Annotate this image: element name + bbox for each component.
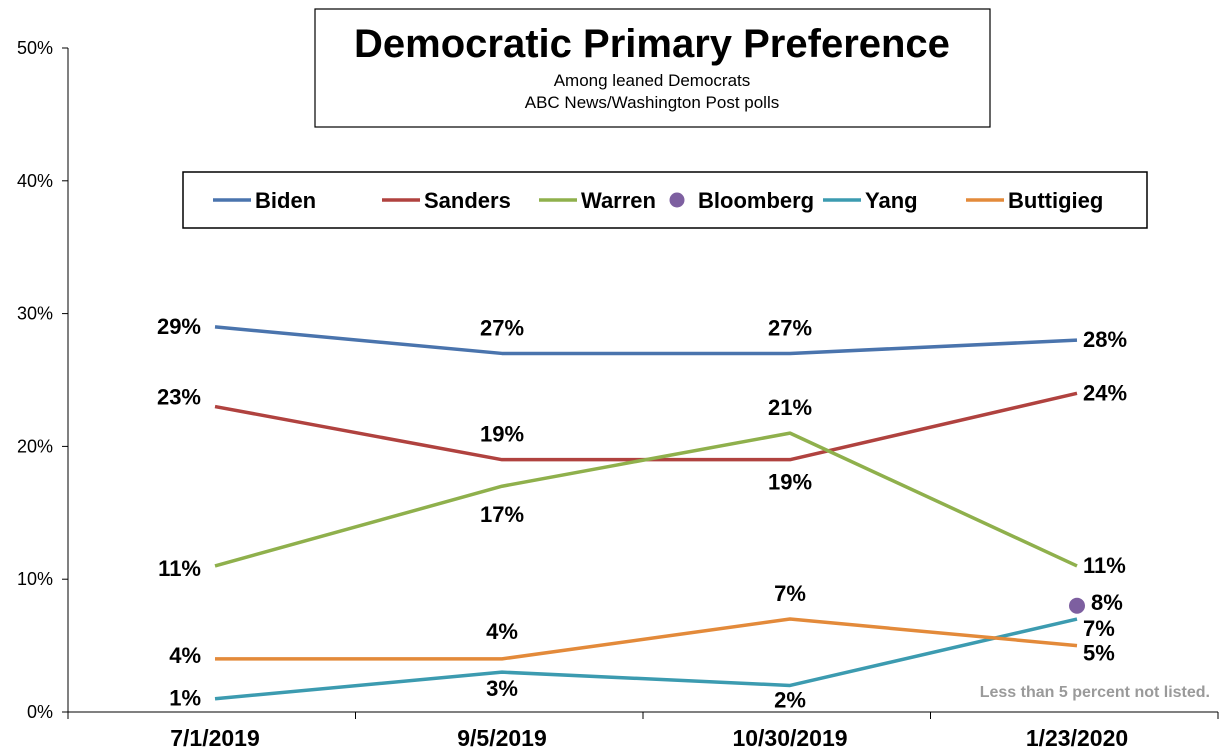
biden-data-label: 29% bbox=[157, 314, 201, 339]
bloomberg-marker bbox=[1069, 597, 1085, 614]
y-tick-label: 0% bbox=[27, 702, 53, 722]
y-tick-label: 50% bbox=[17, 38, 53, 58]
y-tick-label: 10% bbox=[17, 569, 53, 589]
series-lines bbox=[214, 325, 1085, 701]
data-labels: 29% 27% 27% 28% 23% 19% 19% 24% 11% 17% 21% 11% 8% 1%… bbox=[157, 314, 1127, 713]
legend-label-buttigieg: Buttigieg bbox=[1008, 188, 1103, 213]
legend-label-biden: Biden bbox=[255, 188, 316, 213]
bloomberg-data-label: 8% bbox=[1091, 590, 1123, 615]
buttigieg-line bbox=[215, 617, 1078, 661]
yang-data-label: 2% bbox=[774, 687, 806, 712]
yang-data-label: 1% bbox=[169, 686, 201, 711]
footnote: Less than 5 percent not listed. bbox=[980, 684, 1210, 701]
x-tick-label: 1/23/2020 bbox=[1026, 725, 1128, 751]
x-tick-label: 7/1/2019 bbox=[170, 725, 260, 751]
x-tick-label: 10/30/2019 bbox=[732, 725, 847, 751]
biden-line bbox=[214, 325, 1078, 356]
buttigieg-data-label: 7% bbox=[774, 581, 806, 606]
warren-data-label: 11% bbox=[1083, 553, 1126, 578]
legend-label-yang: Yang bbox=[865, 188, 918, 213]
legend: Biden Sanders Warren Bloomberg Yang Buttigieg bbox=[182, 171, 1148, 229]
sanders-data-label: 19% bbox=[480, 422, 524, 447]
legend-marker-bloomberg bbox=[669, 192, 685, 208]
warren-data-label: 17% bbox=[480, 502, 524, 527]
legend-label-sanders: Sanders bbox=[424, 188, 511, 213]
chart-subtitle-line-1: Among leaned Democrats bbox=[554, 71, 751, 90]
legend-label-bloomberg: Bloomberg bbox=[698, 188, 814, 213]
warren-data-label: 11% bbox=[158, 556, 201, 581]
x-tick-label: 9/5/2019 bbox=[457, 725, 547, 751]
y-tick-label: 20% bbox=[17, 436, 53, 456]
y-tick-label: 40% bbox=[17, 171, 53, 191]
sanders-line bbox=[214, 391, 1078, 462]
buttigieg-data-label: 4% bbox=[486, 619, 518, 644]
y-tick-label: 30% bbox=[17, 304, 53, 324]
legend-label-warren: Warren bbox=[581, 188, 656, 213]
biden-data-label: 27% bbox=[480, 315, 524, 340]
sanders-data-label: 19% bbox=[768, 470, 812, 495]
axes: 0% 10% 20% 30% 40% 50% 7/1/2019 9/5/2019 10/30/2… bbox=[17, 38, 1219, 751]
sanders-data-label: 24% bbox=[1083, 380, 1127, 405]
chart-title: Democratic Primary Preference bbox=[354, 22, 950, 66]
biden-data-label: 28% bbox=[1083, 327, 1127, 352]
sanders-data-label: 23% bbox=[157, 385, 201, 410]
biden-data-label: 27% bbox=[768, 315, 812, 340]
warren-data-label: 21% bbox=[768, 395, 812, 420]
warren-line bbox=[214, 431, 1078, 568]
buttigieg-data-label: 4% bbox=[169, 643, 201, 668]
yang-data-label: 3% bbox=[486, 676, 518, 701]
title-box: Democratic Primary Preference Among lean… bbox=[314, 8, 991, 128]
yang-line bbox=[214, 617, 1078, 701]
yang-data-label: 7% bbox=[1083, 616, 1115, 641]
chart-subtitle-line-2: ABC News/Washington Post polls bbox=[525, 93, 779, 112]
buttigieg-data-label: 5% bbox=[1083, 641, 1115, 666]
